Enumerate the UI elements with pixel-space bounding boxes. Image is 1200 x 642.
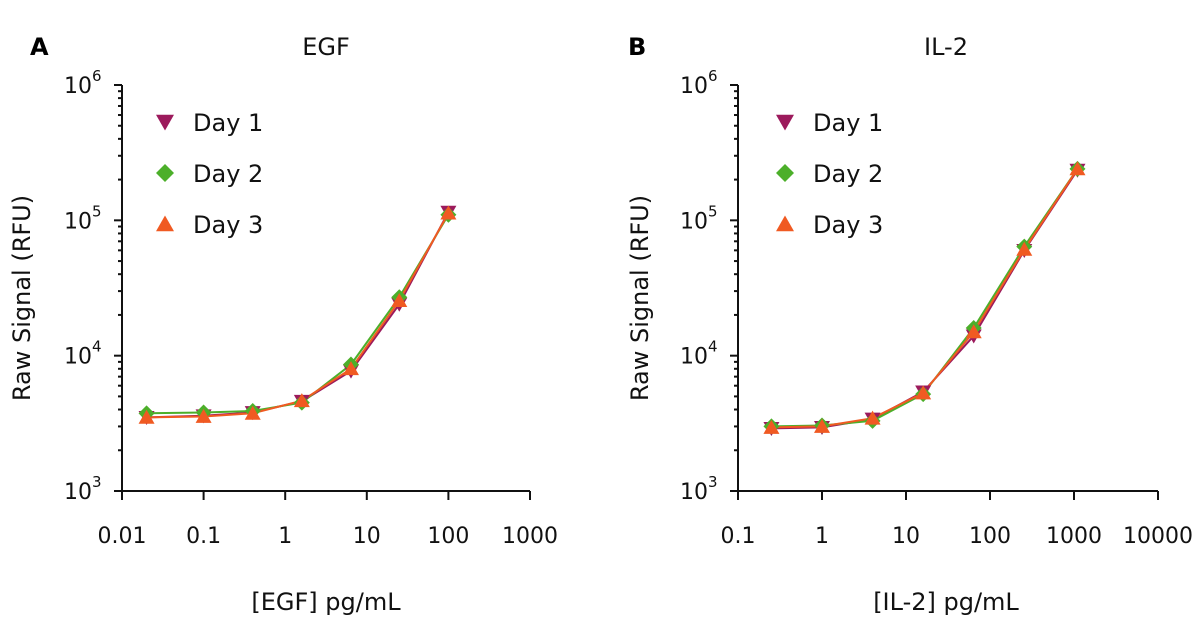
y-axis-label: Raw Signal (RFU): [626, 195, 654, 401]
y-tick-label-exponent: 4: [92, 338, 102, 356]
y-axis-label: Raw Signal (RFU): [8, 195, 36, 401]
panel-letter: A: [30, 33, 49, 61]
data-point-day-3: [440, 205, 457, 220]
legend-label: Day 2: [193, 160, 263, 188]
legend-label: Day 1: [193, 109, 263, 137]
x-axis-label: [EGF] pg/mL: [251, 588, 401, 616]
x-tick-label: 0.1: [186, 524, 221, 549]
legend-marker-day-2: [156, 164, 174, 182]
y-tick-label-base: 10: [680, 480, 708, 505]
legend-marker-day-1: [776, 114, 794, 131]
legend-marker-day-2: [776, 164, 794, 182]
data-point-day-3: [864, 410, 881, 425]
series-line-day-1: [146, 211, 450, 419]
legend-marker-day-3: [776, 215, 794, 232]
y-tick-label: 104: [64, 338, 102, 370]
y-tick-label: 105: [680, 202, 718, 234]
data-point-day-3: [763, 419, 780, 434]
data-point-day-3: [195, 408, 212, 423]
y-tick-label-base: 10: [64, 209, 92, 234]
x-tick-label: 0.1: [721, 524, 756, 549]
y-tick-label: 104: [680, 338, 718, 370]
data-point-day-3: [1016, 241, 1033, 256]
data-point-day-3: [915, 385, 932, 400]
y-tick-label-exponent: 4: [708, 338, 718, 356]
series-line-day-3: [146, 212, 450, 419]
x-tick-label: 10: [353, 524, 381, 549]
y-tick-label-exponent: 6: [708, 67, 718, 85]
legend-marker-day-1: [156, 114, 174, 131]
data-point-day-3: [138, 409, 155, 424]
y-tick-label: 106: [680, 67, 718, 99]
x-tick-label: 10: [892, 524, 920, 549]
data-point-day-3: [965, 324, 982, 339]
x-tick-label: 0.01: [98, 524, 147, 549]
legend-label: Day 2: [813, 160, 883, 188]
y-tick-label-base: 10: [64, 480, 92, 505]
legend-label: Day 3: [813, 211, 883, 239]
data-point-day-3: [1069, 161, 1086, 176]
y-tick-label: 103: [64, 473, 102, 505]
legend-label: Day 1: [813, 109, 883, 137]
legend-label: Day 3: [193, 211, 263, 239]
x-tick-label: 100: [969, 524, 1011, 549]
x-tick-label: 1: [815, 524, 829, 549]
legend-marker-day-3: [156, 215, 174, 232]
y-tick-label-base: 10: [64, 345, 92, 370]
data-point-day-3: [814, 418, 830, 433]
y-tick-label-base: 10: [680, 74, 708, 99]
y-tick-label-base: 10: [64, 74, 92, 99]
chart-title: EGF: [302, 33, 350, 61]
y-tick-label: 106: [64, 67, 102, 99]
y-tick-label: 105: [64, 202, 102, 234]
data-point-day-3: [342, 361, 359, 376]
y-tick-label-exponent: 5: [708, 202, 718, 220]
x-tick-label: 1000: [1046, 524, 1102, 549]
x-tick-label: 1000: [502, 524, 558, 549]
y-tick-label-base: 10: [680, 345, 708, 370]
data-point-day-3: [244, 405, 261, 420]
data-point-day-3: [391, 293, 408, 308]
y-tick-label-exponent: 3: [708, 473, 718, 491]
chart-title: IL-2: [924, 33, 968, 61]
data-point-day-3: [293, 393, 310, 408]
panel-letter: B: [628, 33, 646, 61]
x-tick-label: 100: [427, 524, 469, 549]
series-line-day-2: [146, 214, 450, 415]
y-tick-label-exponent: 5: [92, 202, 102, 220]
x-axis-label: [IL-2] pg/mL: [873, 588, 1019, 616]
y-tick-label-exponent: 6: [92, 67, 102, 85]
x-tick-label: 1: [278, 524, 292, 549]
y-tick-label-exponent: 3: [92, 473, 102, 491]
x-tick-label: 10000: [1123, 524, 1193, 549]
y-tick-label-base: 10: [680, 209, 708, 234]
y-tick-label: 103: [680, 473, 718, 505]
